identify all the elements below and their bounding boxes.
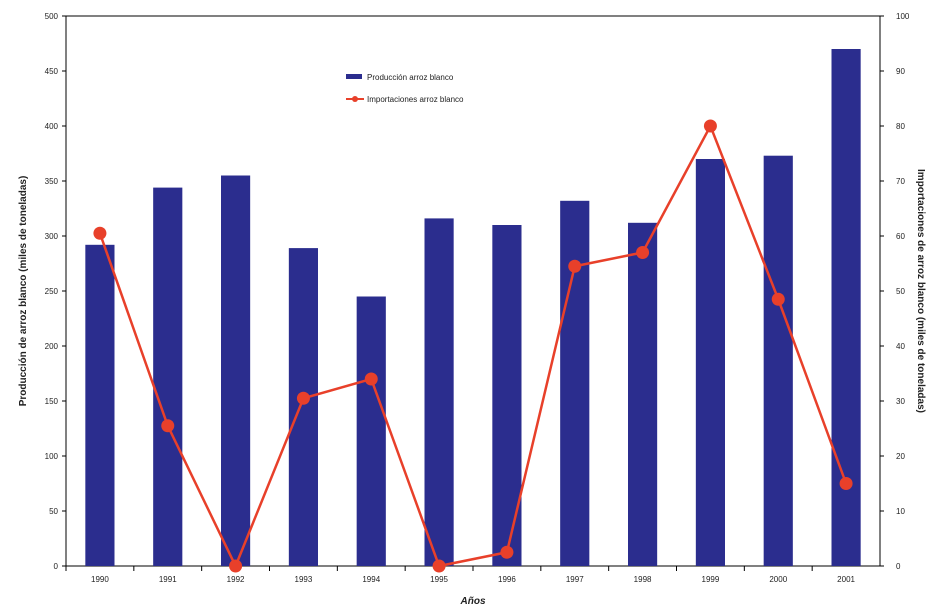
right-axis-ticks: 0 10 20 30 40 50 60 70 80 90 100 [880, 12, 910, 571]
y-axis-title: Producción de arroz blanco (miles de ton… [18, 176, 29, 407]
x-tick-label: 1995 [430, 575, 448, 584]
x-tick-label: 2001 [837, 575, 855, 584]
x-tick-label: 1993 [295, 575, 313, 584]
bar-1999 [695, 159, 726, 566]
point-1998 [636, 246, 650, 259]
point-1993 [296, 391, 310, 405]
x-axis-ticks: 1990 1991 1992 1993 1994 1995 1996 1997 1998 1999… [65, 566, 856, 584]
y-tick-label: 250 [45, 287, 59, 296]
y-tick-label: 500 [45, 12, 59, 21]
point-1990 [93, 226, 107, 240]
y-tick-label: 0 [54, 562, 59, 571]
y-tick-label: 200 [45, 342, 59, 351]
y2-tick-label: 0 [896, 562, 901, 571]
bar-1993 [288, 248, 319, 566]
x-tick-label: 1998 [634, 575, 652, 584]
point-1991 [161, 419, 175, 433]
bar-2000 [763, 155, 793, 566]
x-tick-label: 1991 [159, 575, 177, 584]
x-tick-label: 1992 [227, 575, 245, 584]
y-tick-label: 150 [45, 397, 59, 406]
y-tick-label: 50 [49, 507, 58, 516]
point-1997 [568, 259, 582, 273]
bar-series [85, 49, 861, 567]
left-axis-ticks: 0 50 100 150 200 250 300 350 400 450 500 [45, 12, 66, 571]
x-tick-label: 1997 [566, 575, 584, 584]
y2-tick-label: 80 [896, 122, 905, 131]
y2-tick-label: 40 [896, 342, 905, 351]
y2-axis-title: Importaciones de arroz blanco (miles de … [915, 169, 926, 413]
bar-1990 [85, 244, 115, 567]
legend-line-marker [352, 96, 358, 102]
point-1995 [432, 559, 446, 573]
legend-line-label: Importaciones arroz blanco [367, 95, 464, 104]
y2-tick-label: 30 [896, 397, 905, 406]
point-2000 [771, 292, 785, 306]
point-1999 [703, 119, 717, 133]
y-tick-label: 450 [45, 67, 59, 76]
legend-bar-swatch [346, 74, 362, 79]
y2-tick-label: 100 [896, 12, 910, 21]
line-series [93, 119, 853, 573]
x-tick-label: 1996 [498, 575, 516, 584]
bar-1998 [627, 222, 658, 567]
import-line [98, 123, 848, 570]
legend: Producción arroz blanco Importaciones ar… [346, 73, 464, 104]
y2-tick-label: 20 [896, 452, 905, 461]
x-tick-label: 2000 [769, 575, 787, 584]
y-tick-label: 350 [45, 177, 59, 186]
point-1996 [500, 545, 514, 559]
bar-1996 [492, 225, 522, 566]
bar-1991 [153, 187, 183, 566]
point-1994 [364, 372, 378, 386]
y2-tick-label: 60 [896, 232, 905, 241]
y2-tick-label: 70 [896, 177, 905, 186]
bar-1997 [560, 200, 590, 567]
point-1992 [229, 559, 243, 573]
x-tick-label: 1994 [362, 575, 380, 584]
y-tick-label: 400 [45, 122, 59, 131]
y-tick-label: 300 [45, 232, 59, 241]
legend-bar-label: Producción arroz blanco [367, 73, 454, 82]
x-axis-title: Años [460, 596, 486, 607]
y2-tick-label: 90 [896, 67, 905, 76]
y-tick-label: 100 [45, 452, 59, 461]
point-2001 [839, 477, 853, 490]
bar-1994 [356, 296, 386, 566]
plot-area [65, 15, 881, 567]
bar-1995 [424, 218, 454, 566]
y2-tick-label: 50 [896, 287, 905, 296]
y2-tick-label: 10 [896, 507, 905, 516]
x-tick-label: 1990 [91, 575, 109, 584]
x-tick-label: 1999 [702, 575, 720, 584]
bar-1992 [220, 175, 251, 566]
